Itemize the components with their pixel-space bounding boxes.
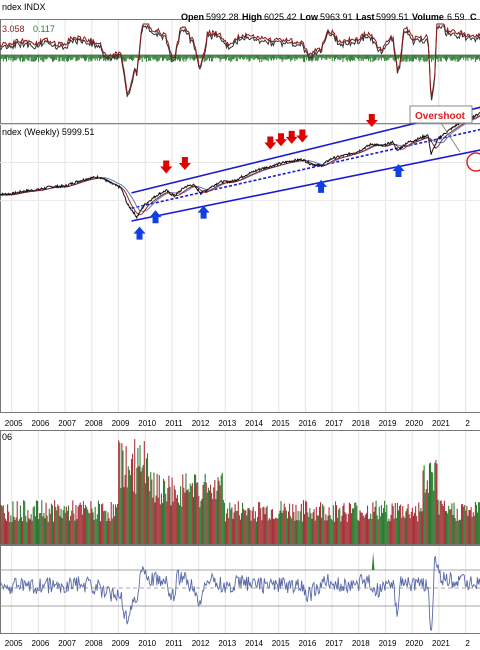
x-tick-label: 2021 (432, 419, 450, 428)
ohlc-readout: Open 5992.28 High 6025.42 Low 5963.91 La… (181, 12, 477, 22)
x-tick-label: 2012 (192, 639, 210, 648)
down-arrow (296, 129, 309, 143)
oscillator-overbought-fill (371, 552, 375, 570)
x-tick-label: 2010 (138, 639, 156, 648)
overshoot-pointer (440, 122, 461, 153)
x-tick-label: 2005 (5, 419, 23, 428)
up-arrow (392, 164, 405, 178)
down-arrow (160, 160, 173, 174)
extra-label: C (470, 12, 477, 22)
last-value: 5999.51 (376, 12, 409, 22)
x-tick-label: 2007 (58, 639, 76, 648)
down-arrow (275, 133, 288, 147)
price-line (0, 112, 480, 220)
up-arrow (315, 179, 328, 193)
x-tick-label: 2021 (432, 639, 450, 648)
macd-value-1: 3.058 (2, 24, 25, 34)
x-tick-label: 2017 (325, 639, 343, 648)
price-series (0, 106, 480, 240)
oscillator-line (0, 552, 480, 631)
x-tick-label: 2013 (218, 419, 236, 428)
x-tick-label: 2006 (32, 419, 50, 428)
x-tick-label: 2008 (85, 639, 103, 648)
macd-signal-line (0, 24, 480, 101)
overshoot-circle (466, 152, 480, 172)
x-tick-label: 2008 (85, 419, 103, 428)
macd-value-2: 0.117 (33, 24, 55, 34)
moving-average-fast (0, 115, 480, 216)
oscillator-line (0, 555, 480, 631)
x-tick-label: 2020 (405, 639, 423, 648)
macd-line (0, 23, 480, 97)
x-tick-label: 2019 (379, 419, 397, 428)
high-label: High (242, 12, 262, 22)
x-tick-label: 2 (465, 639, 470, 648)
last-label: Last (356, 12, 375, 22)
overshoot-label: Overshoot (415, 111, 466, 122)
symbol-label: ndex INDX (2, 2, 46, 12)
macd-indicator (0, 23, 480, 101)
price-legend: ndex (Weekly) 5999.51 (2, 127, 94, 137)
down-arrow (178, 156, 191, 170)
x-axis-bottom: 0042005200620072008200920102011201220132… (5, 639, 471, 648)
x-tick-label: 2006 (32, 639, 50, 648)
x-tick-label: 2015 (272, 639, 290, 648)
x-tick-label: 2012 (192, 419, 210, 428)
down-arrow (285, 130, 298, 144)
x-tick-label: 2011 (165, 419, 183, 428)
down-arrow (365, 113, 378, 127)
x-tick-label: 2014 (245, 419, 263, 428)
open-value: 5992.28 (206, 12, 239, 22)
x-tick-label: 2005 (5, 639, 23, 648)
down-arrow (264, 136, 277, 150)
volume-legend: 06 (2, 432, 12, 442)
low-value: 5963.91 (320, 12, 353, 22)
x-tick-label: 2009 (112, 639, 130, 648)
x-tick-label: 2018 (352, 639, 370, 648)
x-tick-label: 2016 (299, 639, 317, 648)
x-tick-label: 2010 (138, 419, 156, 428)
x-tick-label: 2013 (218, 639, 236, 648)
x-tick-label: 2 (465, 419, 470, 428)
volume-label: Volume (412, 12, 444, 22)
x-tick-label: 2014 (245, 639, 263, 648)
low-label: Low (300, 12, 319, 22)
overshoot-callout: Overshoot (409, 105, 480, 172)
high-value: 6025.42 (264, 12, 297, 22)
up-arrow (149, 210, 162, 224)
x-axis-top: 0042005200620072008200920102011201220132… (5, 419, 471, 428)
x-tick-label: 2017 (325, 419, 343, 428)
volume-bars (0, 439, 480, 544)
x-tick-label: 2020 (405, 419, 423, 428)
x-tick-label: 2015 (272, 419, 290, 428)
channel-line-middle (131, 128, 480, 210)
channel-line-lower (131, 149, 480, 222)
up-arrow (133, 226, 146, 240)
volume-value: 6.59 (447, 12, 465, 22)
price-panel (0, 124, 480, 413)
up-arrow (197, 205, 210, 219)
x-tick-label: 2019 (379, 639, 397, 648)
oscillator-panel (0, 545, 480, 634)
x-tick-label: 2011 (165, 639, 183, 648)
x-tick-label: 2007 (58, 419, 76, 428)
open-label: Open (181, 12, 204, 22)
x-tick-label: 2018 (352, 419, 370, 428)
x-tick-label: 2016 (299, 419, 317, 428)
x-tick-label: 2009 (112, 419, 130, 428)
